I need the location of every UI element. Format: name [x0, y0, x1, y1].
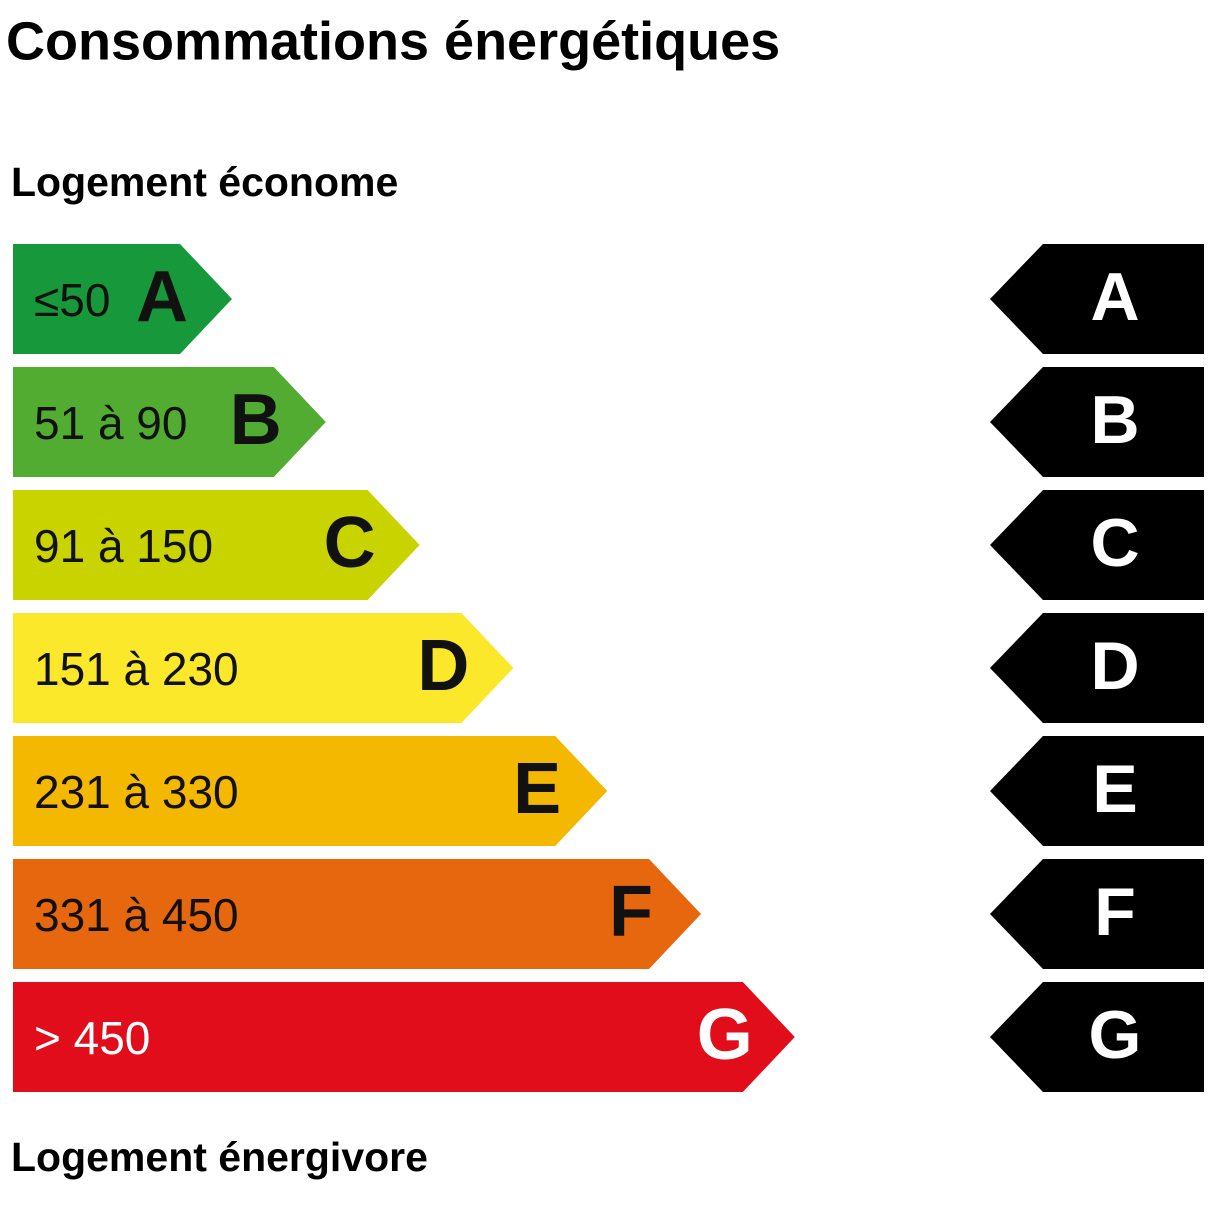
bottom-label: Logement énergivore: [11, 1134, 428, 1180]
indicator-arrow: [990, 613, 1204, 723]
class-range: > 450: [34, 1012, 150, 1064]
class-arrow: [13, 367, 326, 477]
indicator-letter: F: [1094, 874, 1136, 950]
class-letter: D: [417, 626, 469, 706]
indicator-letter: D: [1090, 628, 1139, 704]
class-range: ≤50: [34, 274, 110, 326]
class-arrow: [13, 613, 514, 723]
indicator-letter: A: [1090, 259, 1139, 335]
class-range: 331 à 450: [34, 889, 239, 941]
class-arrow: [13, 490, 420, 600]
class-letter: F: [609, 872, 653, 952]
class-arrow: [13, 982, 795, 1092]
class-letter: C: [324, 503, 376, 583]
indicator-arrow: [990, 367, 1204, 477]
indicator-arrow: [990, 244, 1204, 354]
class-letter: G: [697, 995, 753, 1075]
indicator-arrow: [990, 490, 1204, 600]
class-letter: E: [513, 749, 561, 829]
indicator-letter: B: [1090, 382, 1139, 458]
indicator-letter: E: [1092, 751, 1137, 827]
top-label: Logement économe: [11, 159, 398, 205]
indicator-arrow: [990, 859, 1204, 969]
class-arrow: [13, 859, 701, 969]
indicator-arrow: [990, 736, 1204, 846]
class-range: 51 à 90: [34, 397, 187, 449]
class-letter: A: [136, 257, 188, 337]
class-arrow: [13, 244, 232, 354]
class-letter: B: [230, 380, 282, 460]
indicator-letter: G: [1089, 997, 1142, 1073]
indicator-arrow: [990, 982, 1204, 1092]
indicator-letter: C: [1090, 505, 1139, 581]
class-range: 231 à 330: [34, 766, 239, 818]
title: Consommations énergétiques: [6, 11, 780, 71]
class-arrow: [13, 736, 608, 846]
class-range: 151 à 230: [34, 643, 239, 695]
class-range: 91 à 150: [34, 520, 213, 572]
